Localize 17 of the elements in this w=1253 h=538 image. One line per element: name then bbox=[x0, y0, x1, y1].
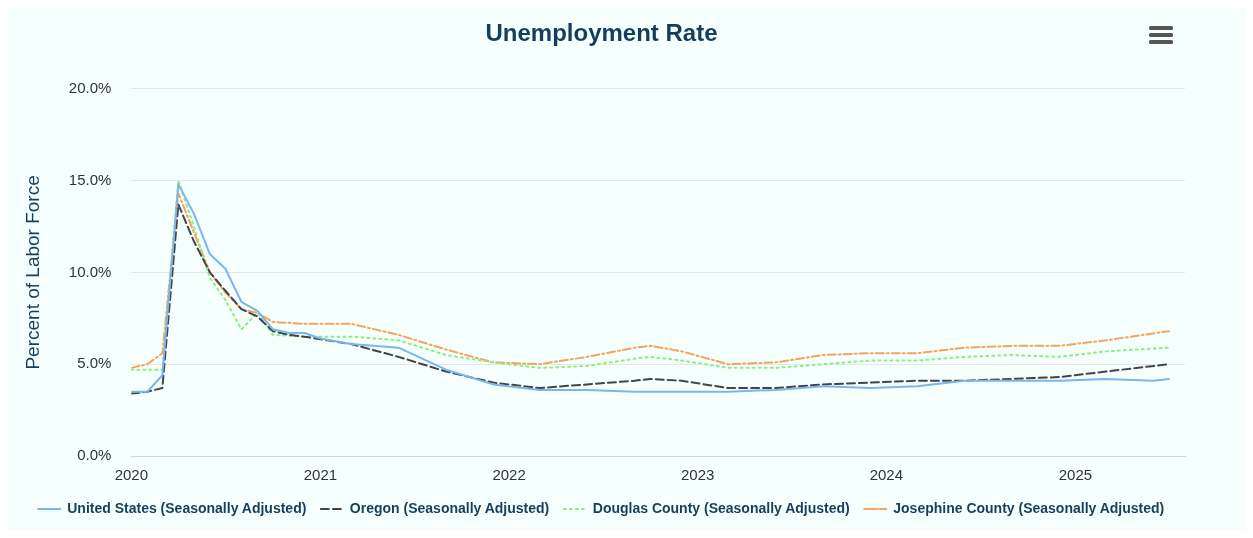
y-axis-title: Percent of Labor Force bbox=[21, 175, 43, 370]
legend-label: Oregon (Seasonally Adjusted) bbox=[349, 499, 550, 516]
y-tick-label: 20.0% bbox=[68, 78, 112, 96]
chart-title: Unemployment Rate bbox=[485, 19, 718, 47]
x-tick-label: 2020 bbox=[114, 466, 149, 484]
legend-label: Douglas County (Seasonally Adjusted) bbox=[592, 499, 850, 516]
y-tick-label: 0.0% bbox=[77, 446, 112, 464]
x-tick-label: 2022 bbox=[492, 466, 526, 484]
y-tick-label: 5.0% bbox=[77, 354, 112, 372]
x-tick-label: 2025 bbox=[1058, 466, 1093, 484]
x-tick-label: 2024 bbox=[869, 466, 903, 484]
legend-label: United States (Seasonally Adjusted) bbox=[67, 499, 307, 516]
y-tick-label: 15.0% bbox=[68, 170, 112, 188]
y-tick-label: 10.0% bbox=[68, 262, 112, 280]
legend-label: Josephine County (Seasonally Adjusted) bbox=[893, 499, 1165, 516]
x-tick-label: 2021 bbox=[303, 466, 338, 484]
x-tick-label: 2023 bbox=[681, 466, 715, 484]
